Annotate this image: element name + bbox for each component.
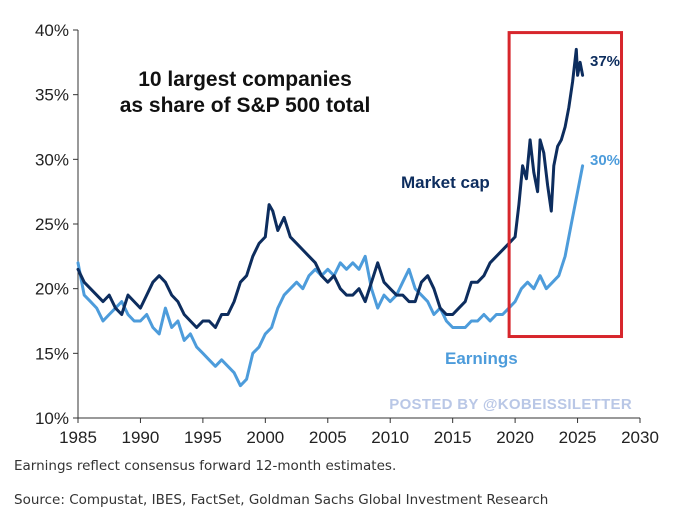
y-tick-label: 10% — [35, 409, 69, 428]
x-tick-label: 2025 — [559, 428, 597, 447]
market-cap-end-label: 37% — [590, 53, 620, 70]
source-note: Source: Compustat, IBES, FactSet, Goldma… — [14, 492, 549, 508]
tick-labels: 10% 15% 20% 25% 30% 35% 40% 1985 1990 1995 2000 200… — [35, 21, 659, 447]
y-tick-label: 25% — [35, 215, 69, 234]
axes — [73, 29, 641, 423]
y-tick-label: 40% — [35, 21, 69, 40]
x-tick-label: 1985 — [59, 428, 97, 447]
chart-title-line-2: as share of S&P 500 total — [120, 94, 371, 117]
y-tick-label: 15% — [35, 344, 69, 363]
market-cap-line — [76, 47, 585, 329]
x-tick-label: 1995 — [184, 428, 222, 447]
x-tick-label: 1990 — [122, 428, 160, 447]
x-tick-label: 2015 — [434, 428, 472, 447]
x-tick-label: 2020 — [496, 428, 534, 447]
x-tick-label: 2000 — [246, 428, 284, 447]
watermark: POSTED BY @KOBEISSILETTER — [389, 396, 632, 413]
x-tick-label: 2030 — [621, 428, 659, 447]
earnings-line — [76, 164, 585, 388]
y-tick-label: 30% — [35, 150, 69, 169]
earnings-end-label: 30% — [590, 152, 620, 169]
y-tick-label: 20% — [35, 280, 69, 299]
chart: 10% 15% 20% 25% 30% 35% 40% 1985 1990 1995 2000 200… — [35, 21, 659, 447]
market-cap-label: Market cap — [401, 173, 490, 192]
highlight-box — [507, 31, 624, 339]
series-lines — [76, 47, 585, 388]
y-tick-label: 35% — [35, 86, 69, 105]
x-tick-label: 2010 — [371, 428, 409, 447]
chart-title-line-1: 10 largest companies — [138, 68, 352, 91]
footnote-estimates: Earnings reflect consensus forward 12-mo… — [14, 458, 397, 474]
earnings-label: Earnings — [445, 349, 518, 368]
x-tick-label: 2005 — [309, 428, 347, 447]
